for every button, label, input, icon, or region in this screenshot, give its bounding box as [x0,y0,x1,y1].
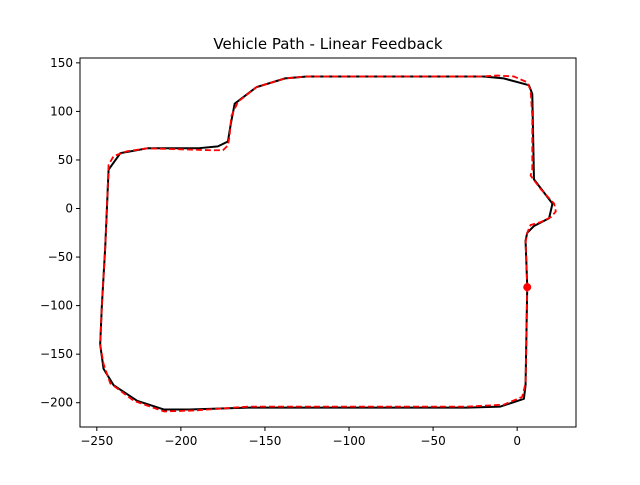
y-tick-label: −150 [40,347,73,361]
x-tick-label: −150 [248,434,281,448]
y-tick-label: 150 [50,56,73,70]
chart-title: Vehicle Path - Linear Feedback [213,35,442,53]
plot-layer [99,74,557,413]
series-line-0 [99,75,554,411]
x-tick-label: 0 [513,434,521,448]
y-tick-label: −200 [40,396,73,410]
y-tick-label: 100 [50,104,73,118]
x-tick-label: −50 [420,434,445,448]
y-tick-label: −50 [48,250,73,264]
series-line-1 [99,74,557,413]
y-tick-label: 50 [58,153,73,167]
y-tick-label: −100 [40,299,73,313]
x-tick-label: −100 [333,434,366,448]
y-tick-label: 0 [65,202,73,216]
x-tick-label: −250 [80,434,113,448]
axes-frame [79,57,577,428]
axes-layer: −250 −200 −150 −100 −50 0 150 100 50 0 −50 −100 −150… [40,56,577,448]
marker-point-0 [523,283,532,292]
x-tick-label: −200 [164,434,197,448]
